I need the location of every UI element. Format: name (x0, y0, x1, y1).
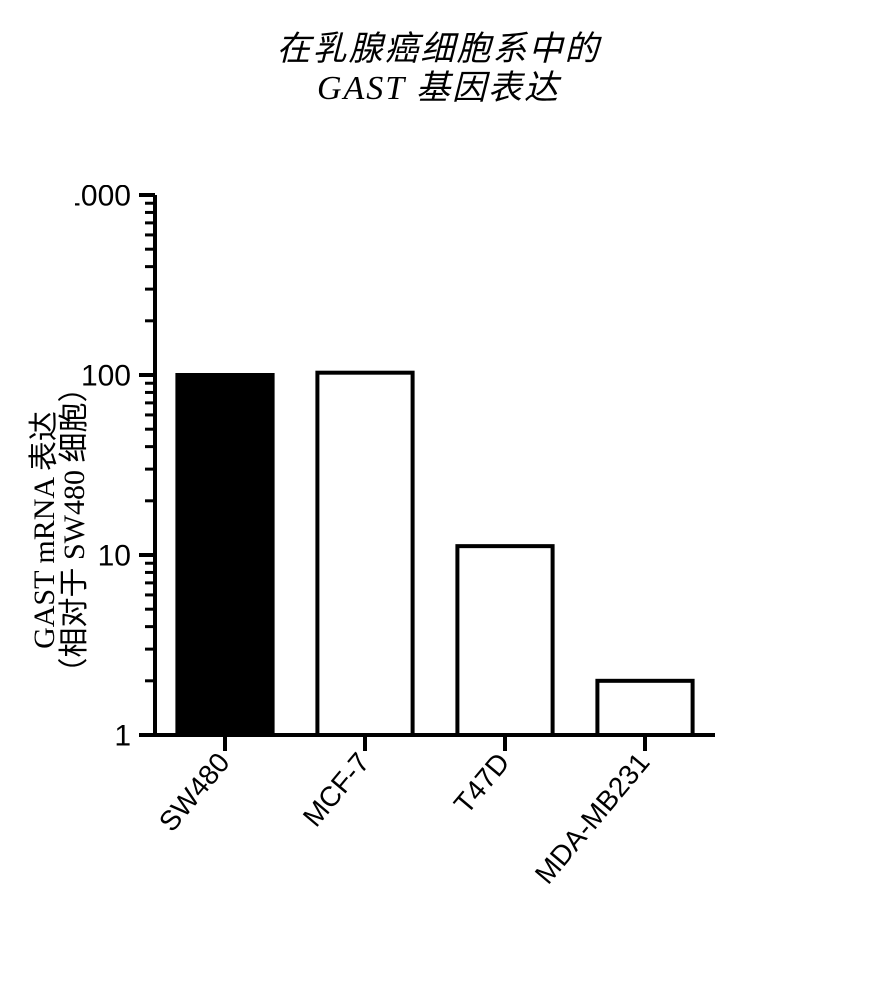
y-tick-label: 1 (114, 720, 131, 753)
x-tick-label: MDA-MB231 (529, 747, 656, 890)
y-axis-label-line1: GAST mRNA 表达 (30, 373, 60, 688)
chart-title-line1: 在乳腺癌细胞系中的 (0, 30, 877, 69)
y-tick-label: 100 (81, 360, 131, 393)
x-tick-label: MCF-7 (297, 747, 376, 832)
bar (177, 375, 272, 735)
y-tick-label: 1000 (75, 185, 131, 213)
bar (457, 546, 552, 735)
bar (317, 373, 412, 735)
chart-title-line2: GAST 基因表达 (0, 69, 877, 108)
chart-title-block: 在乳腺癌细胞系中的 GAST 基因表达 (0, 30, 877, 108)
x-tick-label: T47D (448, 747, 516, 819)
y-tick-label: 10 (98, 540, 131, 573)
bar-chart: 1 10 100 1000 SW480 MCF-7 T47DMDA-MB231 (75, 185, 735, 935)
x-tick-label: SW480 (153, 747, 236, 837)
bar (597, 681, 692, 735)
